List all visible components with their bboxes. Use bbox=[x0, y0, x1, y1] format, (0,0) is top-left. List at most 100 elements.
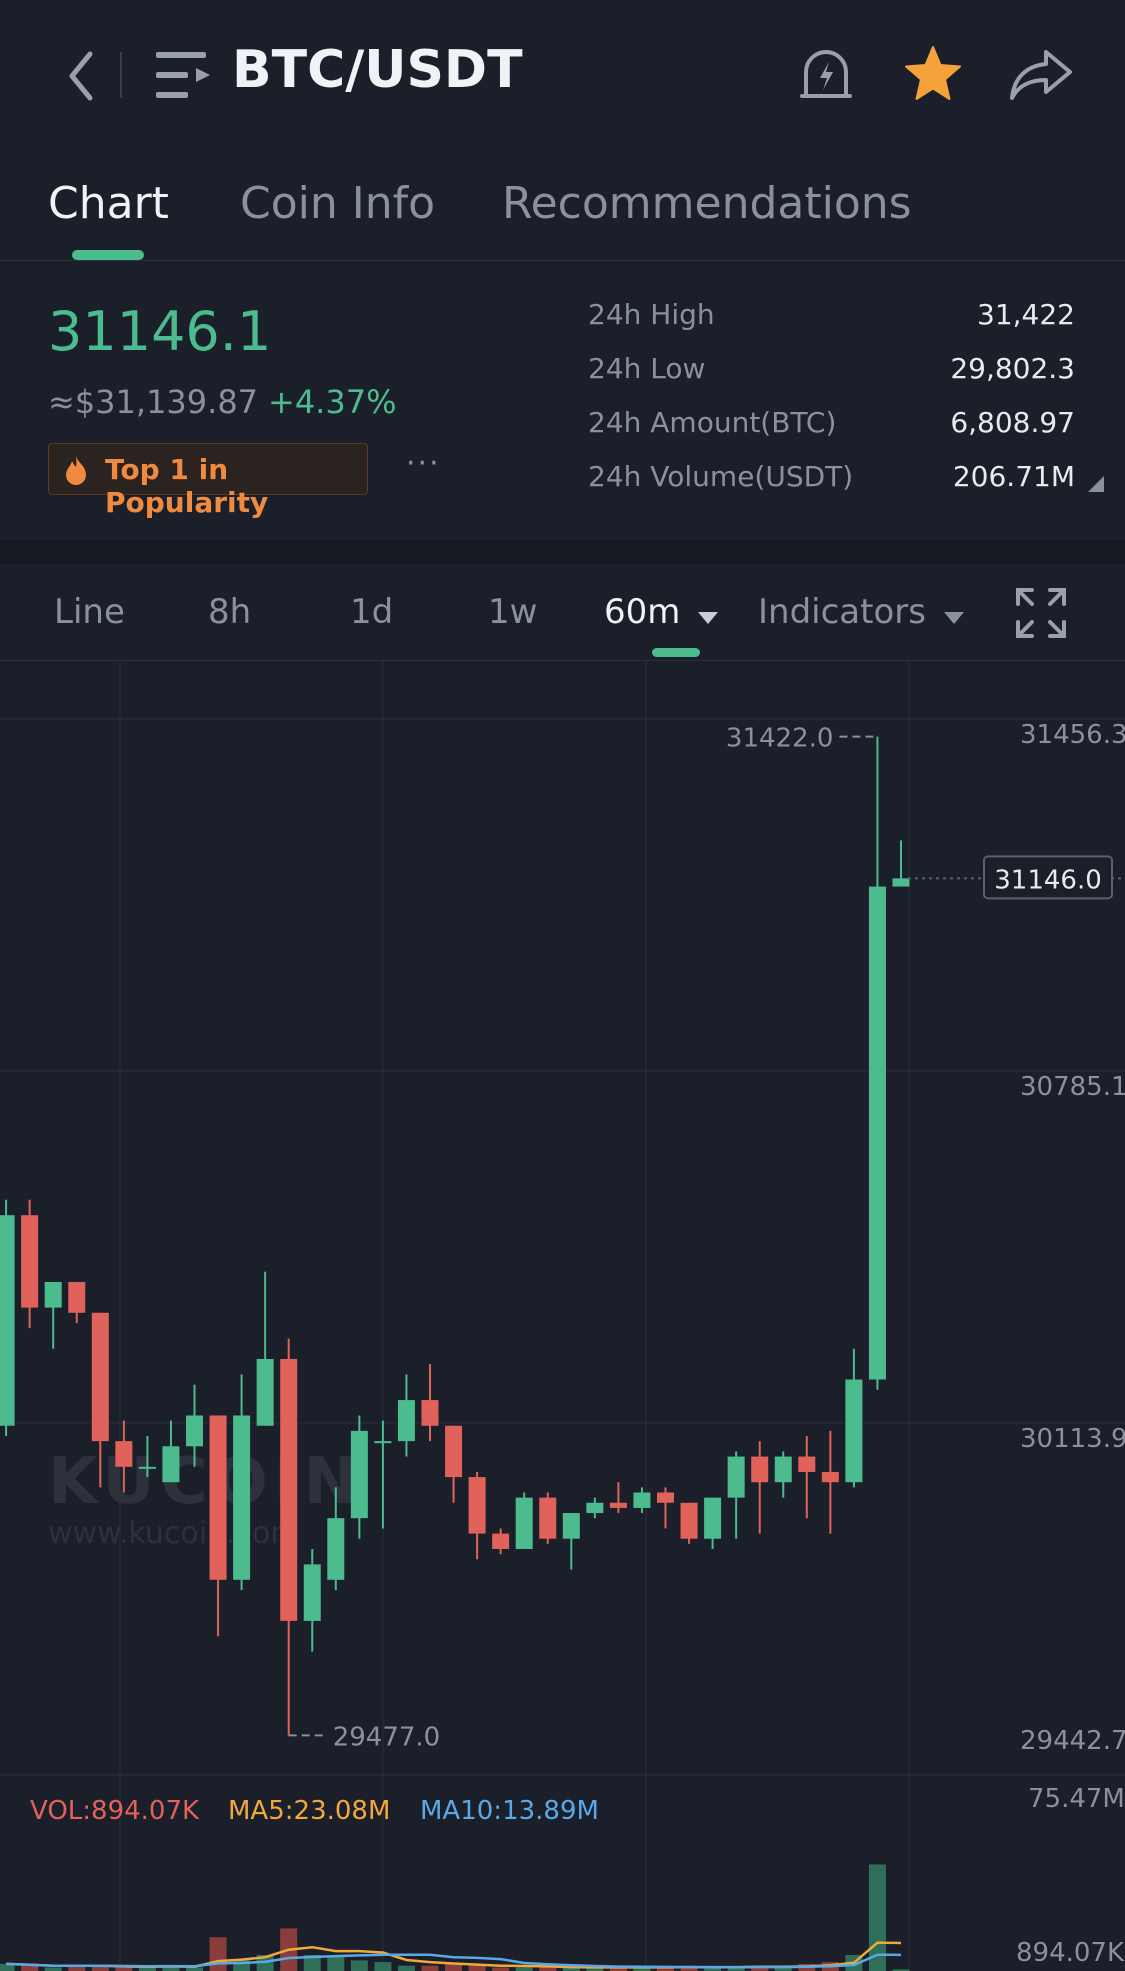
volume-bar bbox=[350, 1960, 368, 1971]
more-options-icon[interactable]: ··· bbox=[406, 446, 441, 481]
ma10-label: MA10:13.89M bbox=[420, 1796, 599, 1826]
volume-bar bbox=[586, 1967, 604, 1971]
candle-down bbox=[91, 1312, 109, 1442]
section-divider bbox=[0, 540, 1125, 564]
volume-bar bbox=[657, 1967, 674, 1971]
candle-up bbox=[586, 1502, 604, 1514]
interval-label: 60m bbox=[604, 592, 681, 632]
candle-up bbox=[256, 1358, 274, 1426]
candle-down bbox=[798, 1456, 816, 1472]
candle-up bbox=[704, 1497, 722, 1539]
price-axis-label: 29442.7 bbox=[1020, 1726, 1125, 1756]
volume-bar bbox=[21, 1965, 39, 1971]
candle-up bbox=[868, 886, 886, 1380]
volume-bar bbox=[892, 1969, 910, 1971]
fullscreen-icon[interactable] bbox=[1014, 586, 1068, 640]
active-interval-indicator bbox=[652, 648, 700, 657]
caret-down-icon bbox=[943, 594, 965, 634]
volume-bar bbox=[704, 1967, 722, 1971]
volume-bar bbox=[609, 1967, 627, 1971]
stat-label-low: 24h Low bbox=[588, 352, 706, 385]
fire-icon bbox=[63, 454, 89, 486]
volume-bar bbox=[374, 1962, 392, 1971]
volume-bar bbox=[421, 1965, 439, 1971]
popularity-badge[interactable]: Top 1 in Popularity bbox=[48, 443, 368, 519]
interval-1d[interactable]: 1d bbox=[350, 592, 394, 632]
stat-value-amount: 6,808.97 bbox=[950, 406, 1075, 439]
candle-up bbox=[44, 1281, 62, 1308]
ma5-label: MA5:23.08M bbox=[228, 1796, 390, 1826]
candle-down bbox=[421, 1400, 439, 1426]
volume-bar bbox=[445, 1963, 463, 1971]
interval-8h[interactable]: 8h bbox=[208, 592, 252, 632]
volume-axis-top: 75.47M bbox=[1028, 1784, 1125, 1814]
volume-bar bbox=[727, 1967, 745, 1971]
share-icon[interactable] bbox=[1008, 48, 1074, 102]
candle-down bbox=[609, 1502, 627, 1508]
menu-icon[interactable] bbox=[154, 50, 216, 102]
current-price-label: 31146.0 bbox=[994, 865, 1102, 895]
last-price: 31146.1 bbox=[48, 300, 272, 363]
volume-bar bbox=[115, 1967, 133, 1971]
volume-bar bbox=[468, 1965, 486, 1971]
volume-bar bbox=[303, 1955, 321, 1971]
candle-down bbox=[821, 1471, 839, 1483]
tab-recommendations[interactable]: Recommendations bbox=[502, 178, 912, 229]
candle-up bbox=[350, 1430, 368, 1519]
candle-down bbox=[657, 1492, 674, 1503]
volume-bar bbox=[562, 1967, 580, 1971]
candle-down bbox=[445, 1425, 463, 1478]
interval-60m[interactable]: 60m bbox=[604, 592, 719, 634]
tab-chart[interactable]: Chart bbox=[48, 178, 169, 229]
interval-1w[interactable]: 1w bbox=[488, 592, 538, 632]
stat-label-high: 24h High bbox=[588, 298, 715, 331]
volume-bar bbox=[209, 1937, 227, 1971]
candle-down bbox=[468, 1477, 486, 1534]
caret-down-icon bbox=[697, 594, 719, 634]
high-price-marker: 31422.0 bbox=[726, 724, 834, 754]
stat-label-volume: 24h Volume(USDT) bbox=[588, 460, 854, 493]
candle-up bbox=[774, 1456, 792, 1483]
stat-value-low: 29,802.3 bbox=[950, 352, 1075, 385]
candle-up bbox=[727, 1456, 745, 1498]
candle-up bbox=[0, 1215, 15, 1426]
volume-axis-current: 894.07K bbox=[1016, 1938, 1125, 1968]
candle-down bbox=[539, 1497, 557, 1539]
candle-down bbox=[68, 1281, 86, 1313]
volume-bar bbox=[68, 1965, 86, 1971]
watermark-url: www.kucoin.com bbox=[48, 1516, 300, 1551]
candle-up bbox=[374, 1441, 392, 1444]
top-bar: BTC/USDT bbox=[0, 0, 1125, 150]
volume-bar bbox=[0, 1963, 15, 1971]
candle-up bbox=[162, 1446, 180, 1483]
chart-toolbar: Line 8h 1d 1w 60m Indicators bbox=[0, 564, 1125, 661]
volume-bar bbox=[868, 1864, 886, 1971]
chart-type-line[interactable]: Line bbox=[54, 592, 125, 632]
candle-up bbox=[303, 1564, 321, 1621]
volume-bar bbox=[515, 1967, 533, 1971]
candle-up bbox=[397, 1400, 415, 1442]
favorite-star-icon[interactable] bbox=[902, 44, 964, 104]
volume-bar bbox=[397, 1965, 415, 1971]
price-axis-label: 30113.9 bbox=[1020, 1424, 1125, 1454]
candle-down bbox=[280, 1358, 298, 1621]
candle-down bbox=[751, 1456, 769, 1483]
indicators-dropdown[interactable]: Indicators bbox=[758, 592, 965, 634]
volume-bar bbox=[774, 1967, 792, 1971]
volume-bar bbox=[138, 1967, 156, 1971]
ma5-line bbox=[6, 1941, 902, 1969]
current-price-tag bbox=[983, 855, 1113, 900]
price-alert-icon[interactable] bbox=[798, 46, 854, 102]
volume-bar bbox=[327, 1956, 345, 1971]
volume-bar bbox=[91, 1965, 109, 1971]
candle-down bbox=[209, 1415, 227, 1580]
back-icon[interactable] bbox=[62, 46, 102, 106]
tab-coin-info[interactable]: Coin Info bbox=[240, 178, 436, 229]
candle-up bbox=[186, 1415, 203, 1447]
price-axis-label: 30785.1 bbox=[1020, 1072, 1125, 1102]
stat-value-high: 31,422 bbox=[977, 298, 1075, 331]
candle-up bbox=[233, 1415, 251, 1580]
candle-down bbox=[21, 1215, 39, 1308]
